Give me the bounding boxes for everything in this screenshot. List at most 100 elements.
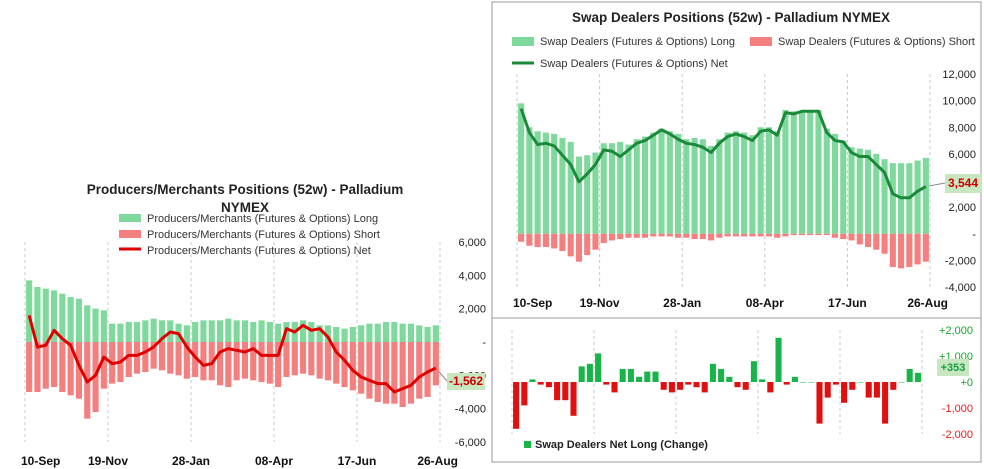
change-last-value: +353 <box>941 362 966 374</box>
p-ytick-label: -4,000 <box>455 404 486 416</box>
net-change-bar <box>734 382 741 388</box>
swap-long-bar <box>551 133 558 234</box>
producers-short-bar <box>358 342 365 394</box>
producers-long-bar <box>192 322 199 342</box>
producers-long-bar <box>308 322 315 342</box>
net-change-bar <box>570 382 577 416</box>
producers-net-line <box>27 314 437 394</box>
producers-long-bar <box>233 320 240 342</box>
producers-last-value: -1,562 <box>449 374 483 388</box>
producers-short-bar <box>50 342 58 387</box>
net-change-bar <box>759 379 766 382</box>
producers-long-bar <box>424 327 431 342</box>
producers-title-line1: Producers/Merchants Positions (52w) - Pa… <box>87 182 404 197</box>
swap-short-bar <box>699 233 706 240</box>
swap-short-bar <box>716 233 723 238</box>
producers-title-line2: NYMEX <box>221 200 269 215</box>
swap-long-bar <box>608 143 616 234</box>
swap-long-bar <box>650 132 657 234</box>
producers-long-bar <box>316 325 323 342</box>
producers-short-bar <box>308 342 315 376</box>
p-ytick-label: 2,000 <box>458 304 486 316</box>
net-change-bar <box>873 382 880 398</box>
producers-long-bar <box>42 288 49 342</box>
swap-long-bar <box>815 109 822 234</box>
swap-long-bar <box>699 139 706 234</box>
swap-short-bar <box>881 233 888 254</box>
producers-long-bar <box>241 320 249 342</box>
net-change-bar <box>841 382 848 403</box>
swap-long-bar <box>914 160 921 234</box>
producers-long-bar <box>92 308 99 342</box>
net-change-bar <box>595 353 602 382</box>
s-xtick-label: 26-Aug <box>907 296 948 310</box>
swap-long-bar <box>765 127 772 234</box>
producers-short-bar <box>192 342 199 377</box>
s-ytick-label: 2,000 <box>948 202 976 214</box>
net-change-bar <box>906 369 913 382</box>
swap-short-bar <box>534 233 541 248</box>
legend-swap-long: Swap Dealers (Futures & Options) Long <box>540 36 735 48</box>
net-change-bar <box>627 369 634 382</box>
swap-long-bar <box>749 135 756 234</box>
net-change-bar <box>726 376 733 382</box>
swap-short-bar <box>526 233 533 246</box>
legend-net-change: Swap Dealers Net Long (Change) <box>535 439 708 451</box>
swap-short-bar <box>551 233 558 249</box>
swap-long-bar <box>774 131 781 234</box>
producers-long-bar <box>75 298 83 342</box>
swap-short-bar <box>873 233 880 250</box>
producers-long-bar <box>133 322 141 342</box>
swap-long-bar <box>691 137 698 234</box>
producers-long-bar <box>216 320 224 342</box>
legend-swap-short: Swap Dealers (Futures & Options) Short <box>778 36 975 48</box>
producers-long-bar <box>399 323 406 342</box>
c-ytick-label: +0 <box>960 377 973 389</box>
net-change-bar <box>791 376 798 382</box>
s-xtick-label: 08-Apr <box>746 296 784 310</box>
s-xtick-label: 17-Jun <box>828 296 867 310</box>
p-xtick-label: 17-Jun <box>338 454 377 468</box>
net-change-bar <box>800 382 807 383</box>
net-change-bar <box>898 382 905 383</box>
swap-short-bar <box>823 233 830 236</box>
net-change-bar <box>775 337 782 382</box>
swap-short-bar <box>708 233 715 241</box>
swap-short-bar <box>848 233 855 241</box>
producers-long-bar <box>200 320 207 342</box>
net-change-bar <box>816 382 823 424</box>
net-change-bar <box>718 369 725 382</box>
producers-long-bar <box>366 323 373 342</box>
producers-short-bar <box>299 342 307 374</box>
net-change-bar <box>693 382 700 388</box>
change-last-value-callout: +353 <box>937 359 969 376</box>
producers-long-bar <box>407 323 415 342</box>
swap-short-bar <box>774 233 781 238</box>
p-ytick-label: -6,000 <box>455 437 486 449</box>
swap-last-value: 3,544 <box>948 176 978 190</box>
net-change-bar <box>529 379 536 382</box>
producers-short-bar <box>416 342 423 399</box>
producers-long-bar <box>266 322 273 342</box>
producers-short-bar <box>291 342 298 376</box>
producers-long-bar <box>416 325 423 342</box>
net-change-bar <box>537 382 544 385</box>
producers-chart: Producers/Merchants Positions (52w) - Pa… <box>21 182 486 468</box>
swap-long-bar <box>534 131 541 234</box>
p-xtick-label: 08-Apr <box>255 454 293 468</box>
swap-title: Swap Dealers Positions (52w) - Palladium… <box>572 10 890 25</box>
producers-long-bar <box>382 322 390 342</box>
producers-short-bar <box>175 342 182 376</box>
producers-long-bar <box>299 320 307 342</box>
swap-long-bar <box>716 139 723 234</box>
c-ytick-label: +2,000 <box>939 325 973 337</box>
swap-long-bar <box>641 136 649 234</box>
swap-long-bar <box>848 147 855 234</box>
swap-short-bar <box>807 233 814 236</box>
swap-long-bar <box>807 111 814 234</box>
swap-long-bar <box>798 112 806 234</box>
swap-long-bar <box>741 132 748 234</box>
swap-short-bar <box>683 233 690 238</box>
net-change-bar <box>767 382 774 393</box>
